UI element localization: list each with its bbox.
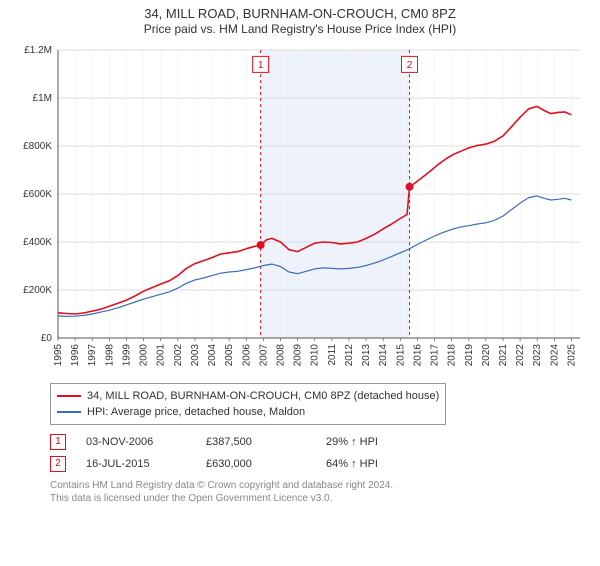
svg-text:2004: 2004 [207, 344, 218, 367]
chart-container: £0 £200K £400K £600K £800K £1M £1.2M 1995 1996 19… [10, 42, 590, 377]
svg-text:2022: 2022 [515, 344, 526, 367]
svg-text:2007: 2007 [258, 344, 269, 367]
svg-text:2025: 2025 [566, 344, 577, 367]
svg-text:1998: 1998 [104, 344, 115, 367]
svg-text:2002: 2002 [173, 344, 184, 367]
legend-label: HPI: Average price, detached house, Mald… [87, 404, 305, 420]
event-date: 03-NOV-2006 [86, 431, 186, 453]
event-badge: 2 [50, 456, 66, 472]
svg-text:1999: 1999 [121, 344, 132, 367]
svg-text:2014: 2014 [378, 344, 389, 367]
event-price: £387,500 [206, 431, 306, 453]
svg-text:2000: 2000 [139, 344, 150, 367]
svg-text:£200K: £200K [23, 285, 52, 296]
svg-text:£600K: £600K [23, 189, 52, 200]
event-delta: 29% ↑ HPI [326, 431, 426, 453]
event-delta: 64% ↑ HPI [326, 453, 426, 475]
legend-item: 34, MILL ROAD, BURNHAM-ON-CROUCH, CM0 8P… [57, 388, 439, 404]
svg-text:2008: 2008 [275, 344, 286, 367]
event-row: 2 16-JUL-2015 £630,000 64% ↑ HPI [50, 453, 580, 475]
event-price: £630,000 [206, 453, 306, 475]
svg-text:£400K: £400K [23, 237, 52, 248]
legend-swatch [57, 395, 81, 397]
legend-label: 34, MILL ROAD, BURNHAM-ON-CROUCH, CM0 8P… [87, 388, 439, 404]
attribution-line: This data is licensed under the Open Gov… [50, 492, 580, 505]
svg-text:2021: 2021 [498, 344, 509, 367]
legend-item: HPI: Average price, detached house, Mald… [57, 404, 439, 420]
svg-text:2013: 2013 [361, 344, 372, 367]
svg-text:2015: 2015 [395, 344, 406, 367]
svg-text:£800K: £800K [23, 141, 52, 152]
svg-text:2020: 2020 [481, 344, 492, 367]
event-date: 16-JUL-2015 [86, 453, 186, 475]
svg-text:2009: 2009 [293, 344, 304, 367]
event-row: 1 03-NOV-2006 £387,500 29% ↑ HPI [50, 431, 580, 453]
price-chart: £0 £200K £400K £600K £800K £1M £1.2M 1995 1996 19… [10, 42, 590, 372]
chart-title: 34, MILL ROAD, BURNHAM-ON-CROUCH, CM0 8P… [0, 6, 600, 21]
event-badge: 1 [50, 434, 66, 450]
svg-text:£1M: £1M [33, 93, 52, 104]
svg-text:2012: 2012 [344, 344, 355, 367]
svg-text:2023: 2023 [532, 344, 543, 367]
svg-text:2003: 2003 [190, 344, 201, 367]
svg-text:2005: 2005 [224, 344, 235, 367]
svg-text:£0: £0 [41, 333, 53, 344]
svg-text:2016: 2016 [412, 344, 423, 367]
svg-text:1: 1 [258, 60, 264, 71]
attribution: Contains HM Land Registry data © Crown c… [50, 479, 580, 505]
svg-text:2011: 2011 [327, 344, 338, 366]
svg-text:2001: 2001 [156, 344, 167, 367]
legend: 34, MILL ROAD, BURNHAM-ON-CROUCH, CM0 8P… [50, 383, 446, 425]
svg-text:2010: 2010 [310, 344, 321, 367]
svg-text:2: 2 [407, 60, 413, 71]
svg-text:2017: 2017 [430, 344, 441, 367]
svg-text:1995: 1995 [53, 344, 64, 367]
svg-text:1997: 1997 [87, 344, 98, 367]
svg-text:2024: 2024 [549, 344, 560, 367]
attribution-line: Contains HM Land Registry data © Crown c… [50, 479, 580, 492]
event-list: 1 03-NOV-2006 £387,500 29% ↑ HPI 2 16-JUL-201… [50, 431, 580, 475]
svg-text:£1.2M: £1.2M [24, 45, 52, 56]
svg-text:2018: 2018 [447, 344, 458, 367]
svg-text:2006: 2006 [241, 344, 252, 367]
svg-text:1996: 1996 [70, 344, 81, 367]
legend-swatch [57, 411, 81, 413]
svg-text:2019: 2019 [464, 344, 475, 367]
chart-subtitle: Price paid vs. HM Land Registry's House … [0, 22, 600, 36]
